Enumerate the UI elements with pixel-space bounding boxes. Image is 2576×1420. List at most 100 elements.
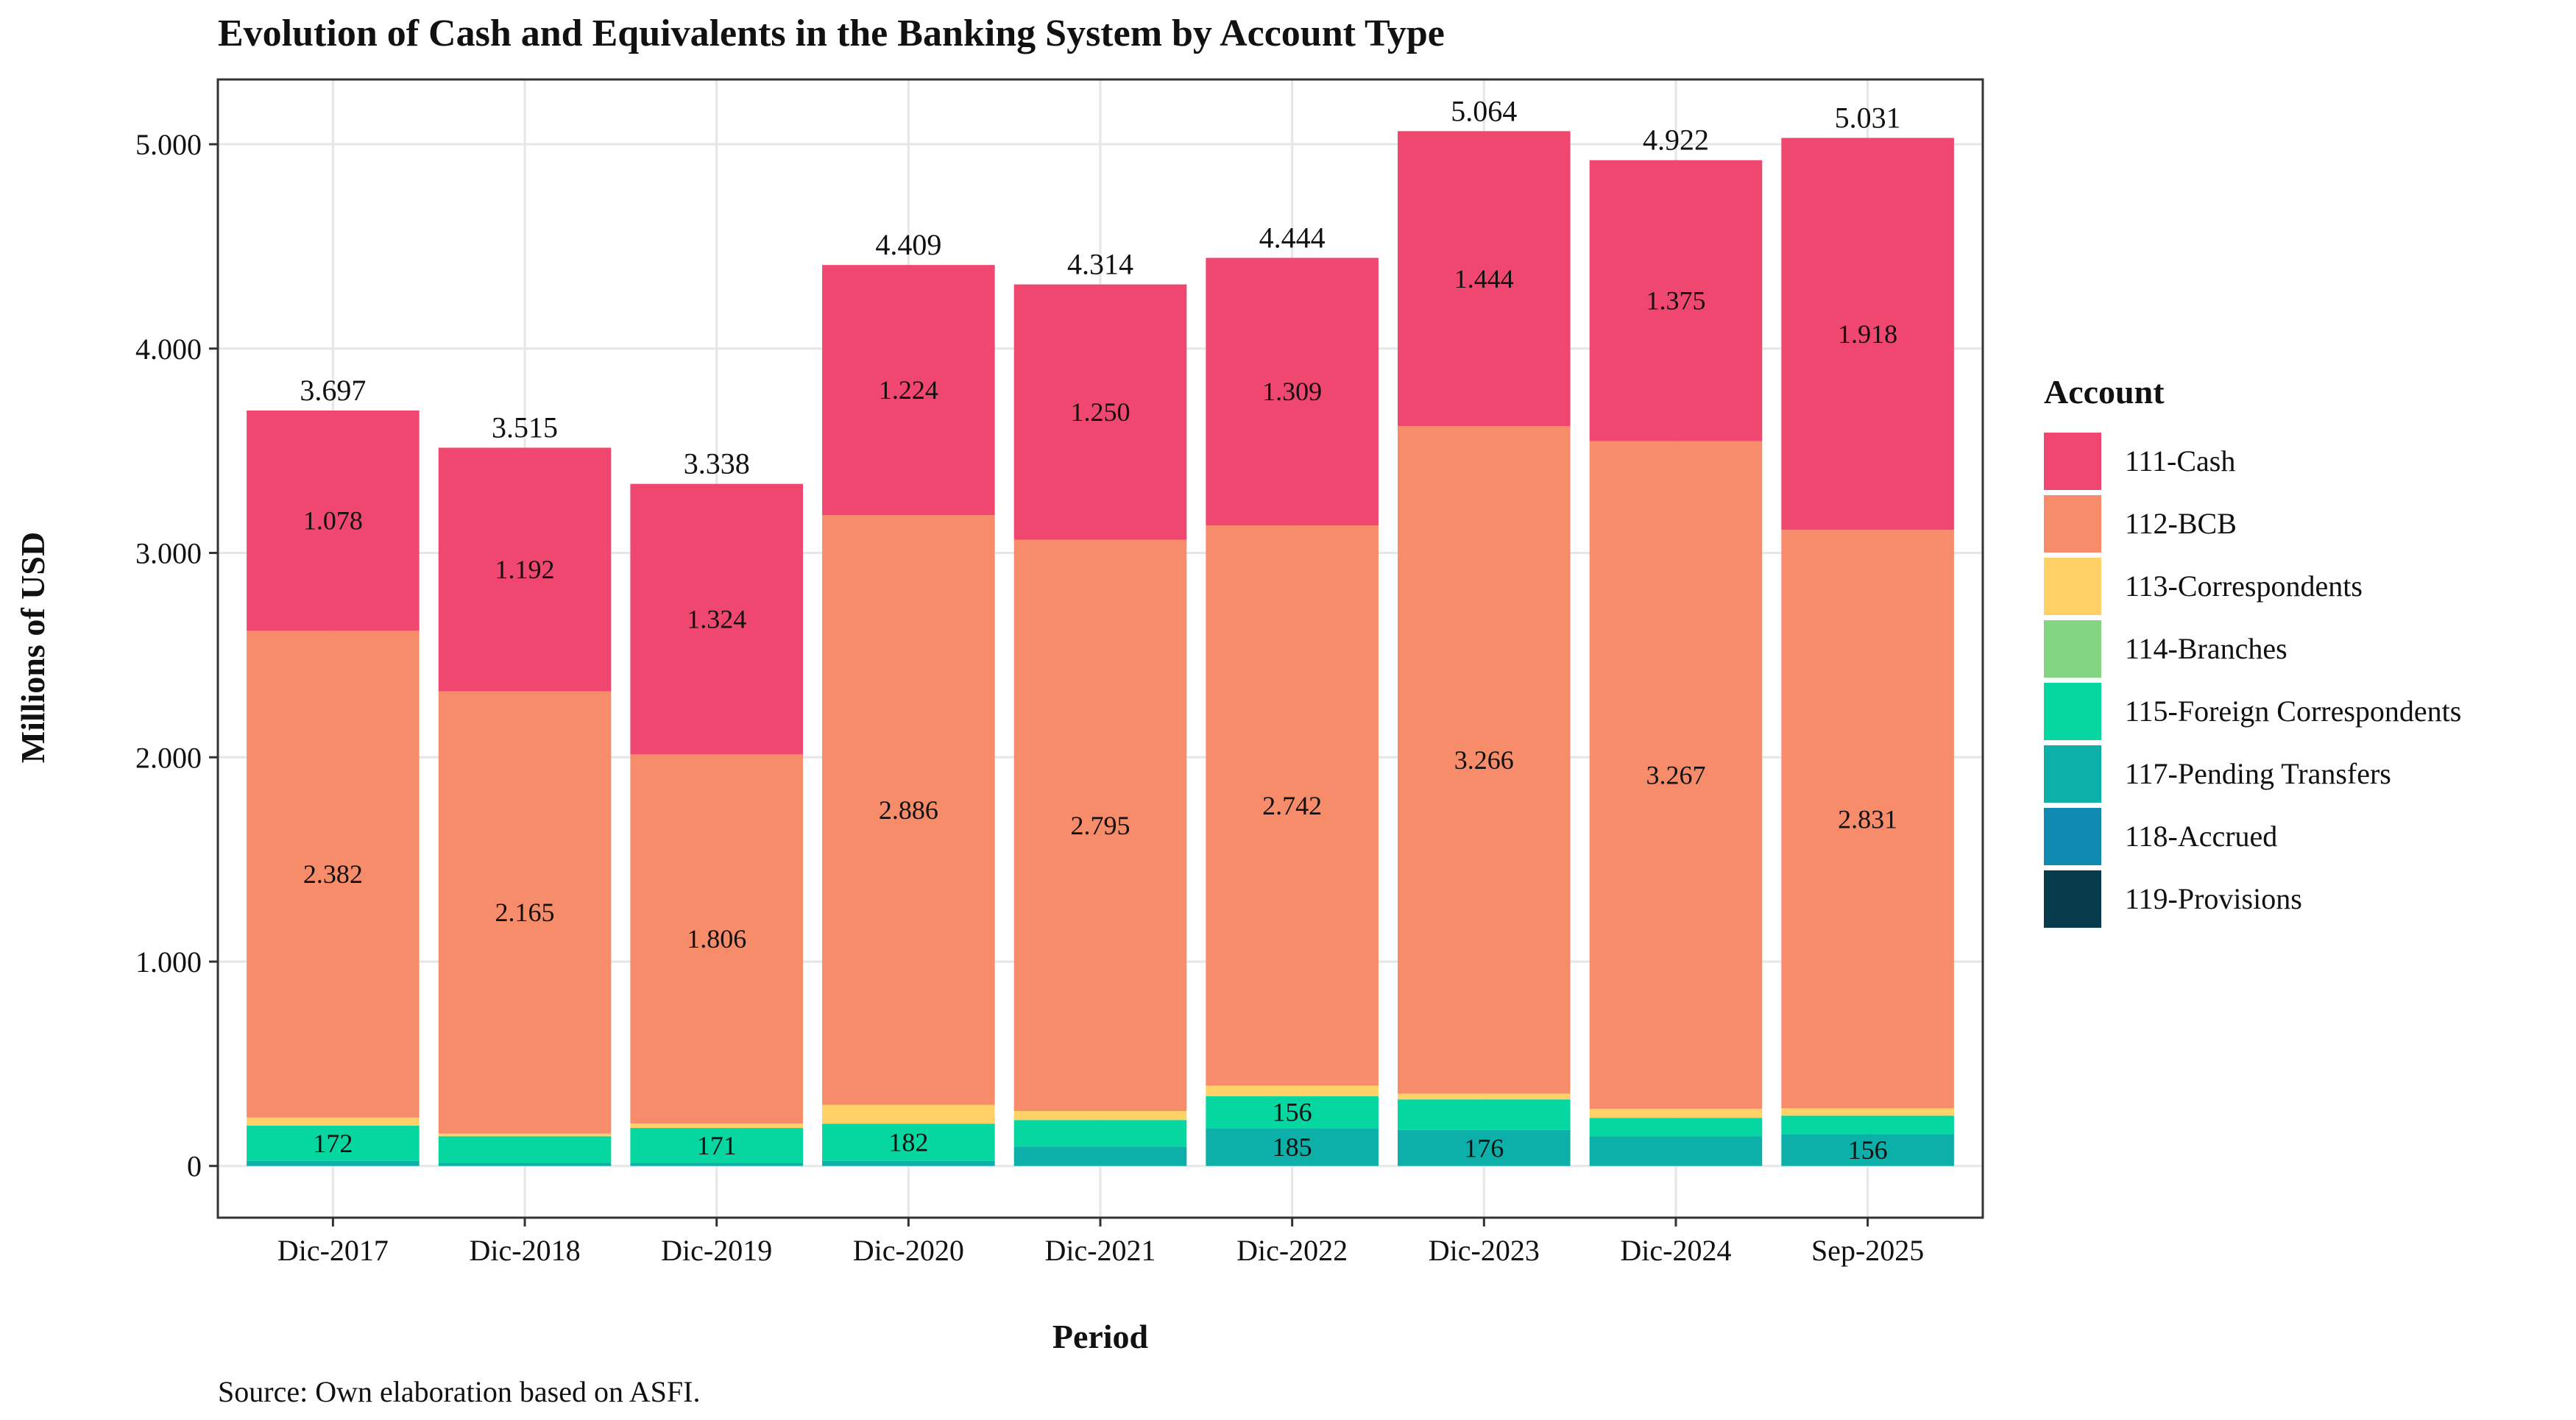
bar-segment xyxy=(247,631,420,1118)
y-tick-label: 2.000 xyxy=(135,741,202,774)
bar-segment xyxy=(1589,441,1763,1109)
segment-label: 3.266 xyxy=(1454,745,1514,775)
legend-title: Account xyxy=(2044,373,2165,411)
segment-label: 1.309 xyxy=(1262,377,1322,406)
total-label: 4.314 xyxy=(1067,248,1133,281)
bar-segment xyxy=(438,691,612,1134)
segment-label: 156 xyxy=(1848,1135,1888,1165)
x-axis-title: Period xyxy=(1052,1318,1149,1355)
legend-key xyxy=(2044,558,2101,615)
bar-segment xyxy=(438,447,612,692)
segment-label: 1.375 xyxy=(1646,286,1705,316)
bar-segment xyxy=(1013,1146,1187,1166)
bar-segment xyxy=(1398,131,1571,427)
bar-segment xyxy=(1206,1096,1379,1129)
bar-segment xyxy=(630,483,803,755)
segment-label: 185 xyxy=(1273,1132,1312,1162)
x-tick-label: Dic-2019 xyxy=(661,1234,772,1267)
legend-label: 118-Accrued xyxy=(2125,820,2277,853)
bar-segment xyxy=(1781,530,1954,1109)
bar-segment xyxy=(438,1162,612,1166)
legend-label: 111-Cash xyxy=(2125,444,2235,478)
bar-segment xyxy=(1398,1099,1571,1130)
segment-label: 2.795 xyxy=(1071,811,1130,840)
y-tick-label: 0 xyxy=(187,1150,202,1183)
bar-segment xyxy=(1398,426,1571,1094)
segment-label: 2.165 xyxy=(495,898,555,927)
bar-segment xyxy=(1398,1129,1571,1166)
total-label: 4.409 xyxy=(875,228,941,261)
bar-segment xyxy=(1781,1115,1954,1135)
segment-label: 2.831 xyxy=(1838,804,1897,834)
legend-key xyxy=(2044,433,2101,490)
bar-segment xyxy=(438,1136,612,1163)
x-tick-label: Dic-2020 xyxy=(853,1234,964,1267)
legend-label: 113-Correspondents xyxy=(2125,569,2363,603)
total-label: 5.064 xyxy=(1451,94,1517,127)
legend-label: 114-Branches xyxy=(2125,632,2287,665)
legend-label: 115-Foreign Correspondents xyxy=(2125,695,2461,728)
segment-label: 176 xyxy=(1464,1133,1504,1162)
legend-key xyxy=(2044,870,2101,928)
bar-segment xyxy=(1589,1136,1763,1166)
bar-segment xyxy=(822,1160,995,1166)
bar-segment xyxy=(822,1123,995,1161)
x-tick-label: Dic-2024 xyxy=(1620,1234,1731,1267)
bar-segment xyxy=(1781,1108,1954,1116)
segment-label: 1.918 xyxy=(1838,319,1897,349)
x-tick-label: Dic-2022 xyxy=(1236,1234,1348,1267)
chart-title: Evolution of Cash and Equivalents in the… xyxy=(218,13,1445,54)
legend-key xyxy=(2044,745,2101,803)
bar-segment xyxy=(247,1160,420,1166)
bar-segment xyxy=(1781,1134,1954,1166)
legend-key xyxy=(2044,495,2101,553)
legend-key xyxy=(2044,620,2101,678)
y-axis-title: Millions of USD xyxy=(14,532,52,763)
bar-segment xyxy=(822,265,995,516)
total-label: 4.444 xyxy=(1259,221,1326,254)
bar-segment xyxy=(630,1162,803,1166)
y-tick-label: 3.000 xyxy=(135,537,202,570)
bar-segment xyxy=(247,1117,420,1126)
bar-segment xyxy=(1206,1085,1379,1097)
bar-segment xyxy=(630,1123,803,1129)
bar-segment xyxy=(1206,258,1379,526)
segment-label: 1.192 xyxy=(495,555,555,584)
y-tick-label: 5.000 xyxy=(135,128,202,161)
legend-key xyxy=(2044,683,2101,740)
bar-segment xyxy=(630,754,803,1123)
bar-segment xyxy=(1206,1128,1379,1166)
bar-segment xyxy=(1013,539,1187,1112)
segment-label: 2.382 xyxy=(303,859,363,889)
segment-label: 1.444 xyxy=(1454,264,1514,294)
bar-segment xyxy=(1013,284,1187,540)
segment-label: 1.078 xyxy=(303,506,363,536)
segment-label: 182 xyxy=(888,1128,928,1157)
segment-label: 1.806 xyxy=(687,924,746,954)
bar-segment xyxy=(247,1126,420,1161)
bar-segment xyxy=(1013,1120,1187,1147)
plot-border xyxy=(216,78,1984,1219)
segment-label: 2.886 xyxy=(879,795,938,825)
bar-segment xyxy=(630,1128,803,1163)
total-label: 3.697 xyxy=(300,374,366,407)
x-tick-label: Dic-2018 xyxy=(470,1234,581,1267)
segment-label: 3.267 xyxy=(1646,760,1705,789)
segment-label: 2.742 xyxy=(1262,791,1322,820)
bar-segment xyxy=(1206,525,1379,1086)
bar-segment xyxy=(438,1133,612,1137)
total-label: 3.338 xyxy=(684,447,750,480)
bar-segment xyxy=(1589,160,1763,441)
total-label: 5.031 xyxy=(1835,101,1901,134)
legend-label: 119-Provisions xyxy=(2125,882,2302,915)
source-note: Source: Own elaboration based on ASFI. xyxy=(218,1375,700,1408)
legend-label: 112-BCB xyxy=(2125,507,2237,540)
bar-segment xyxy=(1013,1111,1187,1121)
y-tick-label: 4.000 xyxy=(135,333,202,366)
segment-label: 1.324 xyxy=(687,605,746,634)
segment-label: 156 xyxy=(1273,1098,1312,1127)
segment-label: 171 xyxy=(697,1131,737,1160)
x-tick-label: Dic-2017 xyxy=(277,1234,389,1267)
segment-label: 1.224 xyxy=(879,375,938,405)
